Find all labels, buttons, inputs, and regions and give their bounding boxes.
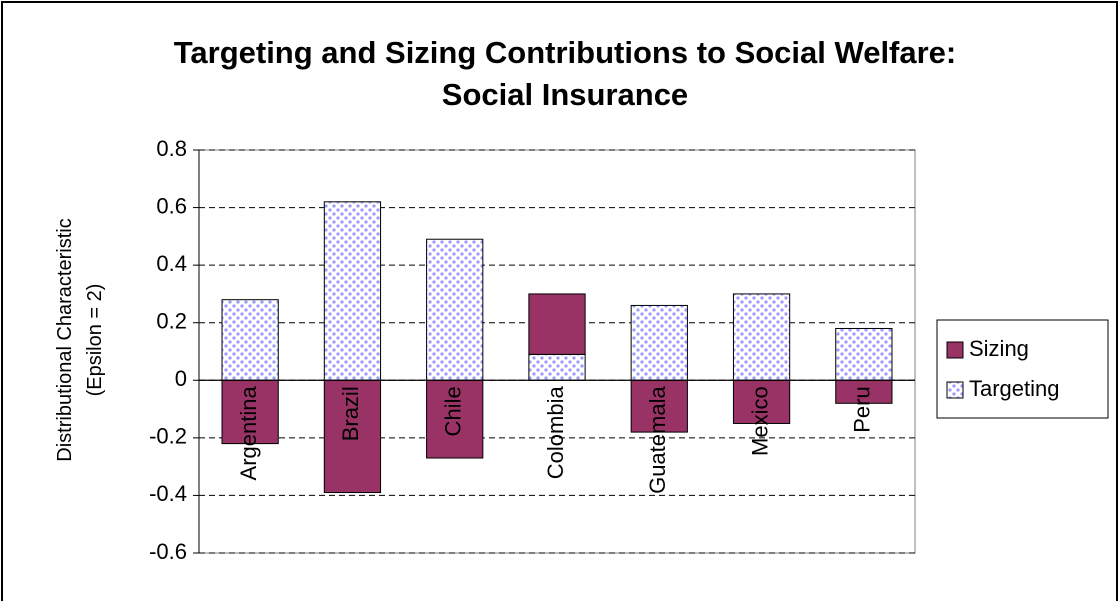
bar [426, 379, 484, 459]
x-tick-label: Argentina [236, 386, 261, 481]
y-tick-label: 0.8 [156, 136, 187, 161]
x-tick-label: Chile [441, 386, 466, 436]
y-tick-label: 0.2 [156, 309, 187, 334]
y-tick-label: 0.4 [156, 251, 187, 276]
y-tick-label: 0.6 [156, 193, 187, 218]
y-tick-label: -0.4 [149, 481, 187, 506]
bar [732, 293, 791, 381]
bar [528, 353, 586, 381]
bar [221, 379, 279, 445]
bar [835, 327, 893, 381]
x-tick-label: Peru [850, 386, 875, 432]
bar [323, 379, 382, 494]
legend-label: Targeting [969, 376, 1060, 401]
bar [630, 304, 688, 381]
legend-swatch [946, 341, 964, 359]
x-tick-label: Mexico [747, 386, 772, 456]
y-tick-label: 0 [175, 366, 187, 391]
bar [323, 201, 382, 381]
chart-title: Targeting and Sizing Contributions to So… [173, 35, 957, 112]
x-tick-label: Guatemala [645, 386, 670, 494]
y-tick-label: -0.2 [149, 424, 187, 449]
y-axis-label: Distributional Characteristic (Epsilon = … [50, 190, 110, 490]
bar [221, 299, 279, 381]
legend-box [936, 319, 1109, 419]
legend-label: Sizing [969, 336, 1029, 361]
bar [528, 293, 586, 355]
bar [630, 379, 688, 433]
y-axis-label-line: (Epsilon = 2) [84, 283, 106, 397]
x-tick-label: Brazil [338, 386, 363, 441]
y-tick-label: -0.6 [149, 539, 187, 564]
bar [426, 238, 484, 381]
y-axis-label-line: Distributional Characteristic [54, 218, 76, 462]
legend-swatch [946, 381, 964, 399]
x-tick-label: Colombia [543, 386, 568, 480]
bar [732, 379, 791, 424]
